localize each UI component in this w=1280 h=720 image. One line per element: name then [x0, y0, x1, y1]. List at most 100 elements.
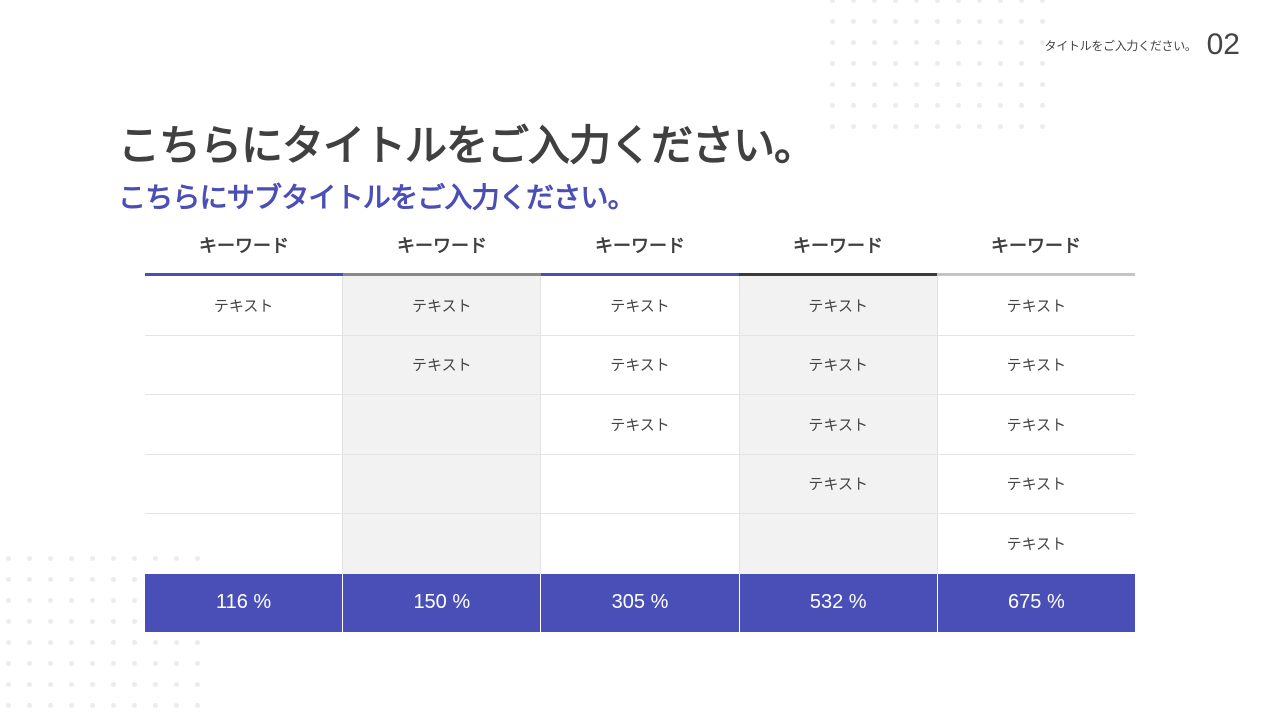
dot [1032, 11, 1053, 32]
dot [82, 611, 103, 632]
page-title: こちらにタイトルをご入力ください。 [118, 121, 816, 170]
dot [927, 53, 948, 74]
dot [0, 569, 19, 590]
table-cell: テキスト [739, 336, 937, 395]
dot [990, 74, 1011, 95]
dot [82, 653, 103, 674]
dot [124, 548, 145, 569]
dot [885, 0, 906, 11]
dot [822, 95, 843, 116]
table-cell: テキスト [541, 336, 739, 395]
dot [990, 0, 1011, 11]
table-cell: テキスト [937, 455, 1136, 514]
dot [864, 11, 885, 32]
dot [843, 95, 864, 116]
dot [864, 0, 885, 11]
total-value: 305 % [540, 573, 739, 632]
table-cell: テキスト [145, 276, 343, 336]
dot [19, 632, 40, 653]
dot [103, 569, 124, 590]
dot [885, 32, 906, 53]
dot [906, 32, 927, 53]
table-cell: テキスト [937, 336, 1136, 395]
dot [103, 632, 124, 653]
dot [885, 95, 906, 116]
dot [948, 74, 969, 95]
dot [61, 590, 82, 611]
dot [948, 11, 969, 32]
table-cell: テキスト [541, 395, 739, 455]
dot [19, 695, 40, 716]
dot [40, 569, 61, 590]
column-header: キーワード [937, 216, 1135, 276]
dot [927, 95, 948, 116]
table-cell [541, 514, 738, 574]
dot [82, 548, 103, 569]
dot [948, 0, 969, 11]
table-cell: テキスト [343, 336, 541, 395]
dot [0, 674, 19, 695]
dot [969, 95, 990, 116]
dot [906, 74, 927, 95]
dot [187, 695, 208, 716]
dot [166, 695, 187, 716]
dot [0, 653, 19, 674]
dot [166, 632, 187, 653]
dot [969, 116, 990, 137]
dot [969, 11, 990, 32]
table-column: テキスト [145, 276, 343, 574]
column-header: キーワード [343, 216, 541, 276]
dot [969, 0, 990, 11]
dot [40, 548, 61, 569]
table-cell [541, 455, 739, 514]
table-cell [343, 455, 541, 514]
dot [822, 116, 843, 137]
dot [40, 611, 61, 632]
dot [1032, 74, 1053, 95]
table-cell: テキスト [1006, 535, 1067, 554]
dot [124, 632, 145, 653]
dot [990, 95, 1011, 116]
dot [864, 53, 885, 74]
dot [145, 632, 166, 653]
table-cell: テキスト [937, 395, 1136, 455]
table-column: テキスト テキスト [342, 276, 541, 574]
dot [103, 611, 124, 632]
dot [990, 32, 1011, 53]
table-cell: テキスト [739, 395, 937, 455]
dot [40, 695, 61, 716]
dot [0, 632, 19, 653]
table-cell: テキスト [937, 276, 1136, 336]
dot [1032, 95, 1053, 116]
dot [82, 695, 103, 716]
dot [187, 632, 208, 653]
column-header: キーワード [145, 216, 343, 276]
dot [82, 674, 103, 695]
dot [822, 32, 843, 53]
dot [885, 74, 906, 95]
dot [864, 116, 885, 137]
dot [1011, 74, 1032, 95]
dot [124, 569, 145, 590]
dot [19, 590, 40, 611]
page-subtitle: こちらにサブタイトルをご入力ください。 [118, 181, 636, 214]
comparison-table: キーワード キーワード キーワード キーワード キーワード テキスト テキスト … [145, 216, 1136, 632]
dot [1032, 0, 1053, 11]
dot [906, 53, 927, 74]
dot [19, 569, 40, 590]
dot [843, 32, 864, 53]
decorative-dot-pattern-top-right [822, 0, 1053, 137]
table-cell: テキスト [739, 455, 937, 514]
dot [19, 611, 40, 632]
dot [103, 548, 124, 569]
dot [822, 74, 843, 95]
column-header: キーワード [739, 216, 937, 276]
total-value: 675 % [936, 573, 1136, 632]
dot [82, 590, 103, 611]
dot [927, 32, 948, 53]
dot [990, 11, 1011, 32]
dot [1032, 116, 1053, 137]
dot [61, 632, 82, 653]
table-cell [343, 514, 540, 574]
total-value: 150 % [342, 573, 541, 632]
